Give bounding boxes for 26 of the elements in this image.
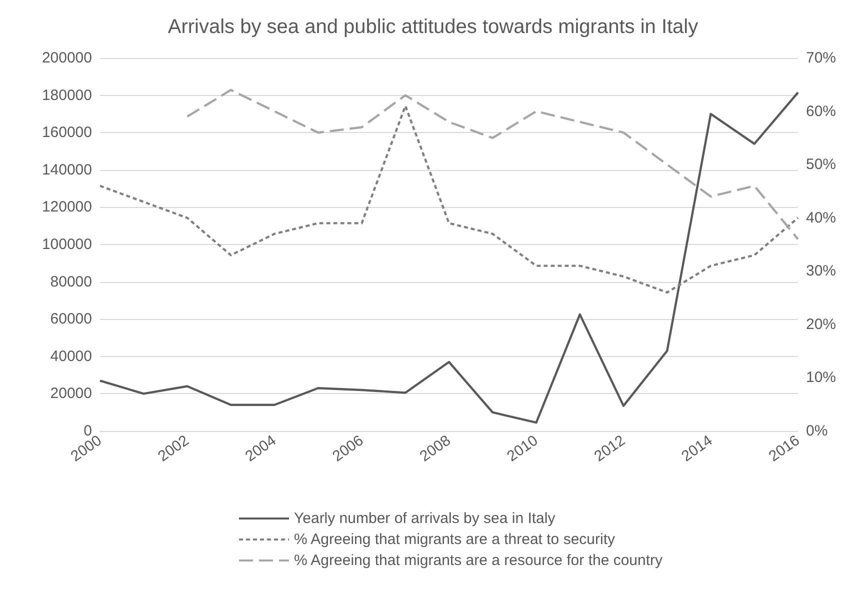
line-series xyxy=(98,104,800,294)
chart-title: Arrivals by sea and public attitudes towards migrants in Italy xyxy=(168,16,698,38)
y2-tick-label: 20% xyxy=(806,316,836,333)
y-tick-label: 60000 xyxy=(50,310,92,328)
y2-tick-label: 10% xyxy=(806,369,836,386)
line-series xyxy=(98,91,800,424)
legend-label: Yearly number of arrivals by sea in Italy xyxy=(294,510,556,527)
legend-label: % Agreeing that migrants are a resource for the country xyxy=(294,552,664,569)
y-tick-label: 160000 xyxy=(42,124,92,142)
y-tick-label: 80000 xyxy=(50,273,92,290)
y2-tick-label: 70% xyxy=(806,50,836,66)
y-tick-label: 120000 xyxy=(42,198,92,216)
y-tick-label: 100000 xyxy=(42,236,92,253)
y-tick-label: 180000 xyxy=(42,86,92,104)
y2-tick-label: 60% xyxy=(806,102,836,120)
legend-label: % Agreeing that migrants are a threat to security xyxy=(294,531,616,548)
y2-tick-label: 40% xyxy=(806,209,836,226)
y-tick-label: 20000 xyxy=(50,385,92,402)
y-tick-label: 40000 xyxy=(50,348,92,365)
y2-tick-label: 50% xyxy=(806,156,836,174)
line-series xyxy=(186,88,800,240)
y2-tick-label: 0% xyxy=(806,422,828,440)
y-tick-label: 0 xyxy=(84,422,92,440)
y-tick-label: 140000 xyxy=(42,161,92,178)
y-tick-label: 200000 xyxy=(42,50,92,66)
y2-tick-label: 30% xyxy=(806,262,836,280)
